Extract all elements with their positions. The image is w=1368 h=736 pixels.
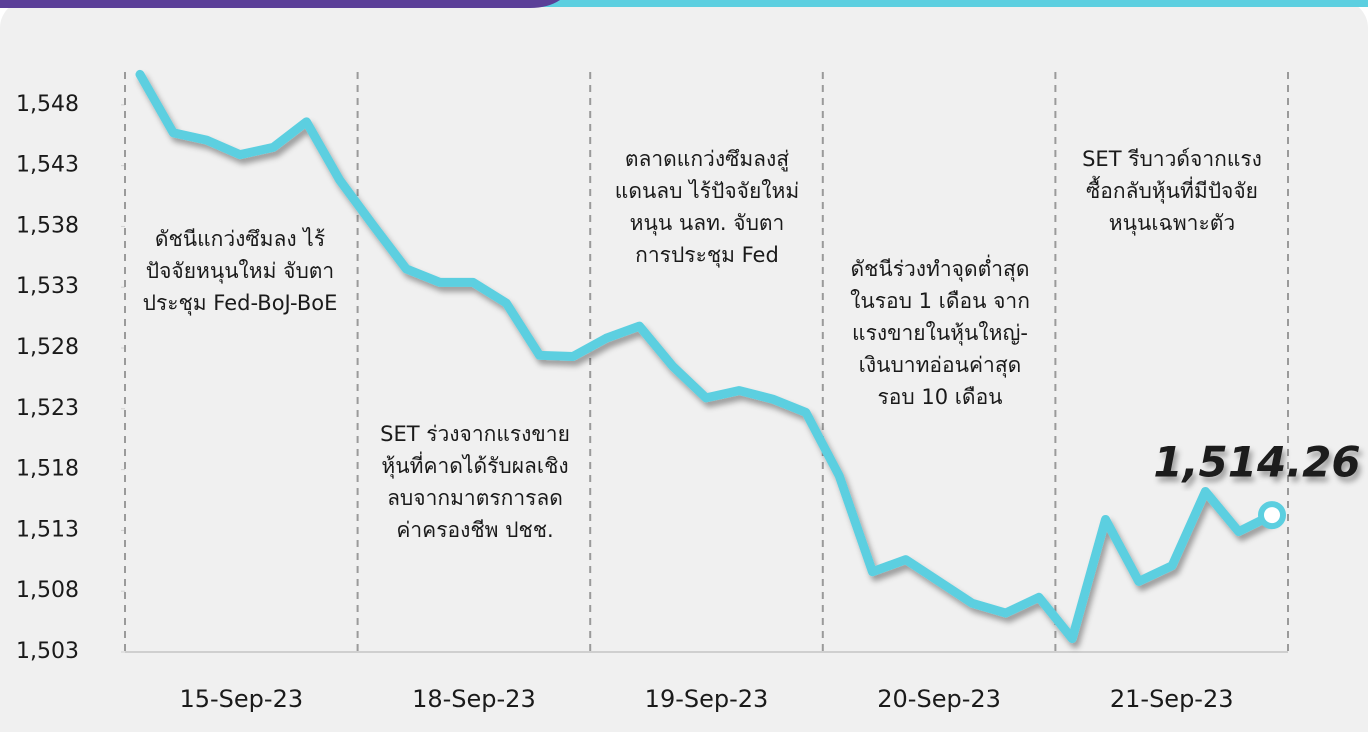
annotation: หนุน นลท. จับตา xyxy=(630,211,785,236)
annotation: ตลาดแกว่งซึมลงสู่ xyxy=(625,147,789,172)
annotation: หุ้นที่คาดได้รับผลเชิง xyxy=(381,451,568,479)
annotation: ค่าครองชีพ ปชช. xyxy=(396,518,553,542)
annotation: หนุนเฉพาะตัว xyxy=(1109,211,1235,236)
y-tick-label: 1,528 xyxy=(16,335,79,360)
y-tick-label: 1,548 xyxy=(16,92,79,117)
y-tick-label: 1,518 xyxy=(16,457,79,482)
y-tick-label: 1,508 xyxy=(16,578,79,603)
annotation: ประชุม Fed-BoJ-BoE xyxy=(143,291,338,316)
y-tick-label: 1,538 xyxy=(16,213,79,238)
annotation: เงินบาทอ่อนค่าสุด xyxy=(859,353,1022,378)
point xyxy=(1258,501,1286,530)
value-label: 1,514.26 xyxy=(1153,438,1360,487)
y-tick-label: 1,513 xyxy=(16,517,79,542)
y-tick-label: 1,533 xyxy=(16,274,79,299)
top-bar xyxy=(0,0,560,8)
y-tick-label: 1,523 xyxy=(16,396,79,421)
annotation: ซื้อกลับหุ้นที่มีปัจจัย xyxy=(1086,176,1258,204)
annotation: แรงขายในหุ้นใหญ่- xyxy=(852,321,1028,346)
annotation: ลบจากมาตรการลด xyxy=(387,486,563,510)
x-tick-label: 15-Sep-23 xyxy=(179,685,303,713)
annotation: ในรอบ 1 เดือน จาก xyxy=(850,289,1030,313)
y-tick-label: 1,543 xyxy=(16,153,79,178)
x-tick-label: 19-Sep-23 xyxy=(645,685,769,713)
annotation: ดัชนีร่วงทำจุดต่ำสุด xyxy=(850,254,1029,282)
y-tick-label: 1,503 xyxy=(16,639,79,664)
annotation: SET รีบาวด์จากแรง xyxy=(1082,147,1262,171)
line xyxy=(135,69,1277,644)
x-tick-label: 21-Sep-23 xyxy=(1110,685,1234,713)
annotation: แดนลบ ไร้ปัจจัยใหม่ xyxy=(615,179,799,203)
annotation: ดัชนีแกว่งซึมลง ไร้ xyxy=(155,227,325,251)
x-tick-label: 20-Sep-23 xyxy=(877,685,1001,713)
x-tick-label: 18-Sep-23 xyxy=(412,685,536,713)
annotation: รอบ 10 เดือน xyxy=(877,385,1002,409)
annotation: การประชุม Fed xyxy=(635,243,779,268)
top-bar xyxy=(540,0,1368,7)
annotation: ปัจจัยหนุนใหม่ จับตา xyxy=(146,259,334,284)
annotation: SET ร่วงจากแรงขาย xyxy=(380,422,570,446)
